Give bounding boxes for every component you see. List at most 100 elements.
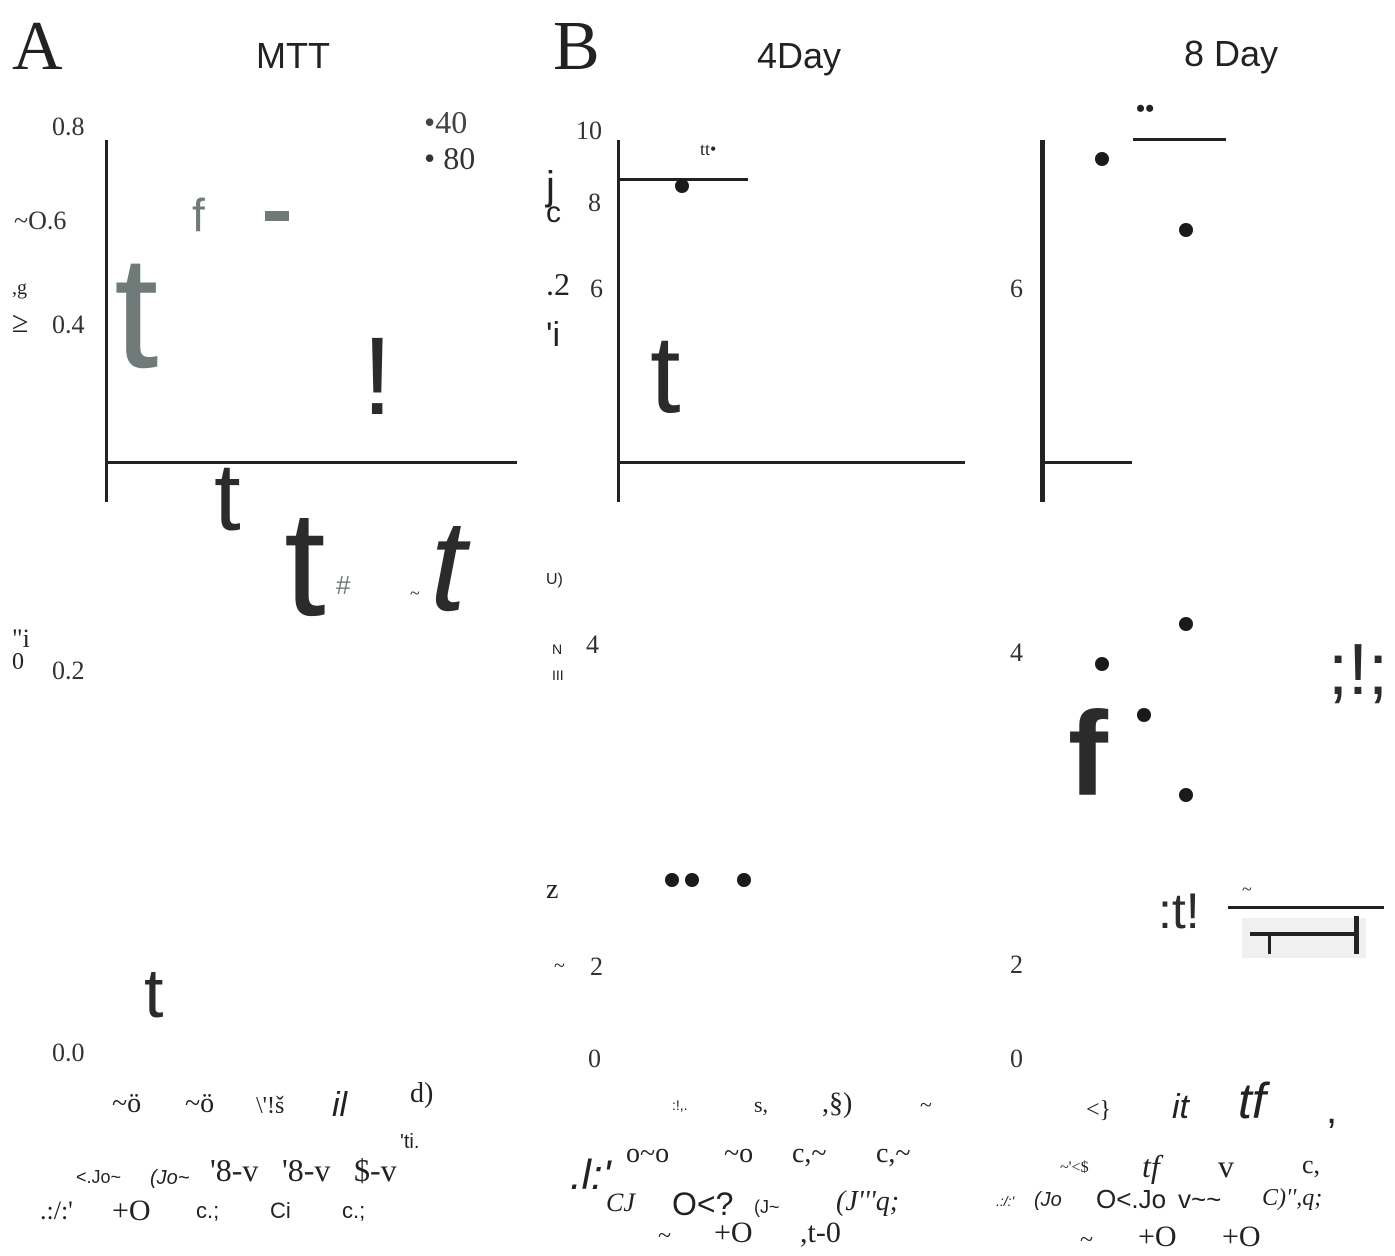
8day-x-label: .:/:' [996,1193,1015,1209]
8day-x-label: v~~ [1178,1184,1222,1214]
4day-x-label: CJ [606,1188,635,1217]
8day-x-label: +O [1138,1220,1177,1253]
4day-y-tick: 6 [590,274,603,303]
mtt-x-label: +O [112,1194,151,1227]
mtt-mark: t [114,222,159,401]
4day-x-label: s, [754,1092,769,1117]
scatter-point [1179,788,1193,803]
scatter-point [1137,707,1151,722]
panel-label-a: A [12,8,63,85]
scatter-point [675,178,689,193]
8day-y-tick: 4 [1010,638,1023,667]
mtt-x-label: ~ö [185,1088,215,1119]
8day-error-bar-cap [1268,934,1271,954]
4day-x-label: O<? [672,1186,734,1222]
mtt-mark-dash [265,211,289,221]
8day-mean-line [1133,138,1226,141]
4day-ylabel-fragment: c [546,196,561,229]
4day-x-axis [617,461,965,464]
mtt-y-tick: 0.0 [52,1038,85,1067]
mtt-x-axis [105,461,517,464]
4day-ylabel-fragment: U) [546,571,563,588]
8day-error-bar [1242,918,1366,958]
8day-x-label: (Jo [1034,1189,1062,1211]
mtt-x-label: d) [410,1078,434,1109]
4day-x-label: (J'''q; [836,1186,900,1217]
mtt-x-label: <.Jo~ [76,1167,122,1187]
8day-mark: ;!; [1328,630,1389,710]
mtt-mark: f [192,189,205,241]
mtt-y-tick: 0.2 [52,656,85,685]
8day-mark: f [1068,687,1108,821]
mtt-mark: t [430,492,467,638]
8day-x-label: it [1172,1088,1189,1126]
mtt-legend-entry: • 80 [424,140,476,176]
8day-error-bar-line [1250,932,1358,936]
4day-mark: t [650,313,681,436]
mtt-y-tick: 0.8 [52,112,85,141]
8day-error-bar-cap [1354,916,1359,954]
4day-x-label: ,§) [822,1088,853,1119]
scatter-point [737,872,752,887]
4day-x-label: +O [714,1216,753,1249]
8day-x-label: tf [1238,1073,1266,1129]
8day-x-label: ~ [1080,1227,1093,1253]
4day-ylabel-fragment: .2 [546,266,570,302]
8day-y-axis [1040,140,1045,502]
4day-ylabel-fragment: N [552,641,563,657]
mtt-x-label: c.; [342,1198,366,1223]
mtt-x-label: $-v [354,1152,397,1188]
scatter-point [685,872,700,887]
scatter-point [1095,657,1109,672]
4day-ylabel-fragment: ~ [554,955,565,977]
4day-ylabel-fragment: z [546,874,559,905]
mtt-x-label: '8-v [210,1152,259,1188]
mtt-mark: ~ [410,583,420,603]
chart-title-8day: 8 Day [1184,33,1279,74]
8day-mean-line-lower [1228,906,1384,909]
4day-y-tick: 8 [588,188,601,217]
8day-y-tick: 2 [1010,950,1023,979]
mtt-legend-entry: •40 [424,104,468,140]
8day-x-axis [1040,461,1132,464]
mtt-ylabel-fragment: 0 [12,649,24,675]
4day-x-label: .l:' [570,1151,611,1198]
8day-mark: :t! [1158,883,1200,939]
4day-ylabel-fragment: j [546,164,555,208]
mtt-ylabel-fragment: ≥ [12,306,29,339]
mtt-y-axis [105,140,108,502]
8day-x-label: O<.Jo [1096,1184,1167,1214]
mtt-x-label: il [332,1086,348,1124]
8day-x-label: c, [1302,1150,1321,1179]
8day-x-label: v [1218,1148,1234,1184]
8day-mark: ~ [1242,879,1252,899]
mtt-mark: t [284,479,326,647]
4day-ylabel-fragment: III [552,667,564,683]
mtt-ylabel-fragment: ,g [12,277,27,299]
scatter-point [1095,152,1109,167]
mtt-x-label: (Jo~ [150,1167,190,1189]
8day-x-label: , [1326,1088,1338,1132]
8day-y-tick: 6 [1010,274,1023,303]
8day-x-label: tf [1142,1148,1160,1184]
4day-y-tick: 10 [576,116,602,145]
4day-x-label: o~o [626,1138,670,1169]
4day-x-label: :!,. [672,1097,688,1113]
4day-x-label: ~ [658,1223,671,1249]
4day-y-tick: 0 [588,1044,601,1073]
4day-annotation: tt• [700,139,717,159]
mtt-x-label: 'ti. [400,1131,420,1153]
4day-x-label: ,t-0 [800,1216,841,1249]
mtt-mark: # [336,570,351,600]
4day-x-label: c,~ [792,1138,827,1169]
mtt-mark: ! [362,315,393,438]
4day-x-label: ~o [724,1138,754,1169]
chart-title-mtt: MTT [256,35,330,76]
mtt-x-label: ~ö [112,1088,142,1119]
mtt-x-label: \'!š [256,1093,285,1119]
8day-annotation: •• [1136,94,1155,123]
4day-y-tick: 4 [586,630,599,659]
mtt-x-label: c.; [196,1198,220,1223]
mtt-y-tick: ~O.6 [14,206,67,235]
4day-x-label: (J~ [754,1197,780,1217]
